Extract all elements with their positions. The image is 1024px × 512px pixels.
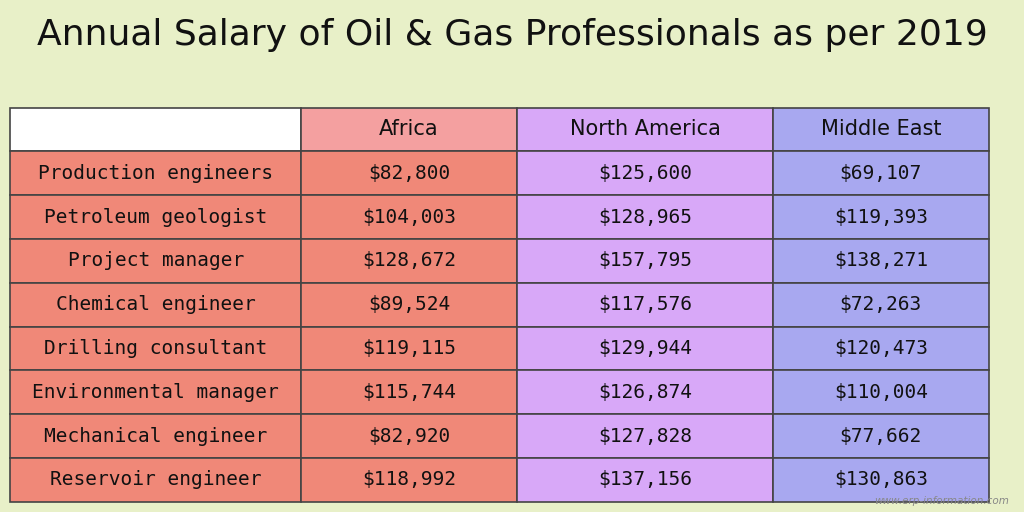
Text: $129,944: $129,944 xyxy=(598,339,692,358)
Text: $117,576: $117,576 xyxy=(598,295,692,314)
Bar xyxy=(301,239,517,283)
Text: Middle East: Middle East xyxy=(820,119,941,139)
Text: Annual Salary of Oil & Gas Professionals as per 2019: Annual Salary of Oil & Gas Professionals… xyxy=(37,18,987,52)
Text: Production engineers: Production engineers xyxy=(38,164,273,183)
Text: $137,156: $137,156 xyxy=(598,471,692,489)
Bar xyxy=(773,239,988,283)
Bar xyxy=(10,414,301,458)
Bar xyxy=(773,327,988,370)
Bar xyxy=(517,283,773,327)
Bar xyxy=(517,195,773,239)
Text: $157,795: $157,795 xyxy=(598,251,692,270)
Text: $126,874: $126,874 xyxy=(598,383,692,402)
Bar xyxy=(517,414,773,458)
Bar xyxy=(301,458,517,502)
Bar xyxy=(773,195,988,239)
Bar xyxy=(773,152,988,195)
Text: Africa: Africa xyxy=(379,119,439,139)
Bar xyxy=(517,239,773,283)
Bar xyxy=(517,152,773,195)
Text: www.erp-information.com: www.erp-information.com xyxy=(873,496,1009,506)
Text: $77,662: $77,662 xyxy=(840,426,922,445)
Text: $115,744: $115,744 xyxy=(362,383,456,402)
Bar xyxy=(773,108,988,152)
Bar xyxy=(301,152,517,195)
Bar xyxy=(301,108,517,152)
Bar xyxy=(773,370,988,414)
Text: $89,524: $89,524 xyxy=(368,295,451,314)
Bar xyxy=(301,283,517,327)
Bar xyxy=(10,239,301,283)
Text: Petroleum geologist: Petroleum geologist xyxy=(44,207,267,226)
Text: $119,393: $119,393 xyxy=(834,207,928,226)
Bar xyxy=(10,327,301,370)
Bar xyxy=(517,370,773,414)
Bar xyxy=(10,195,301,239)
Bar xyxy=(301,195,517,239)
Text: $128,965: $128,965 xyxy=(598,207,692,226)
Text: $82,800: $82,800 xyxy=(368,164,451,183)
Text: Chemical engineer: Chemical engineer xyxy=(56,295,256,314)
Text: $120,473: $120,473 xyxy=(834,339,928,358)
Bar xyxy=(517,327,773,370)
Bar xyxy=(10,370,301,414)
Bar xyxy=(10,458,301,502)
Bar xyxy=(10,152,301,195)
Text: $72,263: $72,263 xyxy=(840,295,922,314)
Text: Reservoir engineer: Reservoir engineer xyxy=(50,471,261,489)
Bar xyxy=(301,370,517,414)
Text: Environmental manager: Environmental manager xyxy=(33,383,280,402)
Text: Mechanical engineer: Mechanical engineer xyxy=(44,426,267,445)
Text: $104,003: $104,003 xyxy=(362,207,456,226)
Bar xyxy=(10,108,301,152)
Text: $110,004: $110,004 xyxy=(834,383,928,402)
Text: $119,115: $119,115 xyxy=(362,339,456,358)
Text: $82,920: $82,920 xyxy=(368,426,451,445)
Text: $127,828: $127,828 xyxy=(598,426,692,445)
Bar xyxy=(517,108,773,152)
Text: $118,992: $118,992 xyxy=(362,471,456,489)
Bar xyxy=(773,458,988,502)
Text: $128,672: $128,672 xyxy=(362,251,456,270)
Text: $130,863: $130,863 xyxy=(834,471,928,489)
Text: Drilling consultant: Drilling consultant xyxy=(44,339,267,358)
Bar xyxy=(517,458,773,502)
Bar xyxy=(301,414,517,458)
Text: Project manager: Project manager xyxy=(68,251,244,270)
Text: North America: North America xyxy=(569,119,721,139)
Text: $138,271: $138,271 xyxy=(834,251,928,270)
Bar xyxy=(301,327,517,370)
Bar xyxy=(10,283,301,327)
Text: $125,600: $125,600 xyxy=(598,164,692,183)
Bar xyxy=(773,414,988,458)
Bar xyxy=(773,283,988,327)
Text: $69,107: $69,107 xyxy=(840,164,922,183)
